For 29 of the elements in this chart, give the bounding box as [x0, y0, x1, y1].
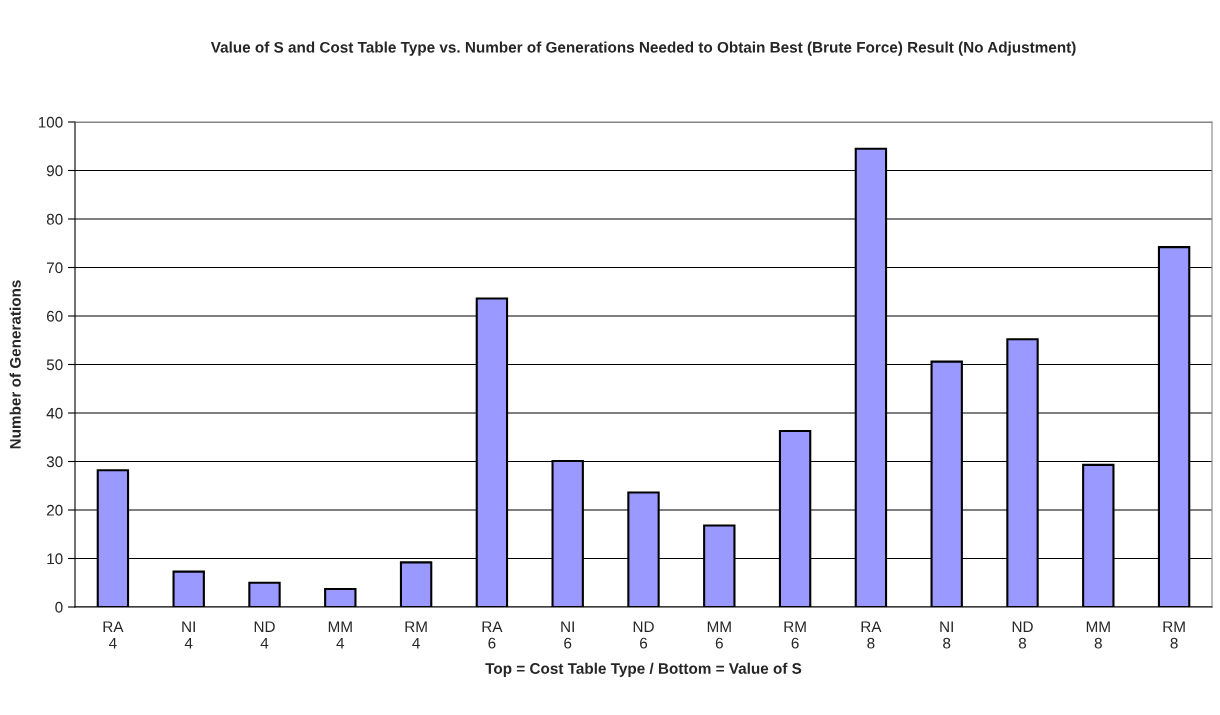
- x-tick-label: NI 8: [940, 621, 953, 649]
- x-tick-label: RM 8: [1163, 621, 1185, 649]
- x-tick-label: ND 4: [254, 621, 275, 649]
- y-tick-label: 10: [47, 553, 63, 565]
- x-tick-label: RM 6: [784, 621, 806, 649]
- x-tick-label: RA 8: [861, 621, 882, 649]
- y-tick-label: 100: [38, 116, 63, 128]
- y-axis-title: Number of Generations: [9, 280, 21, 449]
- y-tick-label: 80: [46, 213, 63, 225]
- chart-title: Value of S and Cost Table Type vs. Number of Generations Needed to Obtain Best (Brute Force) Result (No Adjustment): [210, 41, 1076, 56]
- y-tick-label: 20: [46, 504, 63, 516]
- x-tick-label: MM 6: [707, 621, 731, 649]
- x-tick-label: ND 6: [633, 621, 654, 649]
- y-tick-label: 0: [55, 601, 63, 613]
- x-tick-label: ND 8: [1012, 621, 1033, 649]
- x-tick-label: RA 6: [482, 621, 503, 649]
- x-tick-label: RM 4: [405, 621, 427, 649]
- y-tick-label: 60: [46, 310, 63, 322]
- x-tick-label: RA 4: [103, 621, 124, 649]
- y-tick-label: 90: [46, 165, 63, 177]
- x-tick-label: MM 8: [1086, 621, 1110, 649]
- x-tick-label: NI 4: [182, 621, 195, 649]
- y-tick-label: 30: [46, 456, 63, 468]
- y-tick-label: 50: [46, 359, 63, 371]
- x-tick-label: NI 6: [561, 621, 574, 649]
- x-tick-label: MM 4: [328, 621, 352, 649]
- x-axis-title: Top = Cost Table Type / Bottom = Value of S: [485, 662, 802, 677]
- y-tick-label: 70: [46, 262, 63, 274]
- y-tick-label: 40: [46, 407, 63, 419]
